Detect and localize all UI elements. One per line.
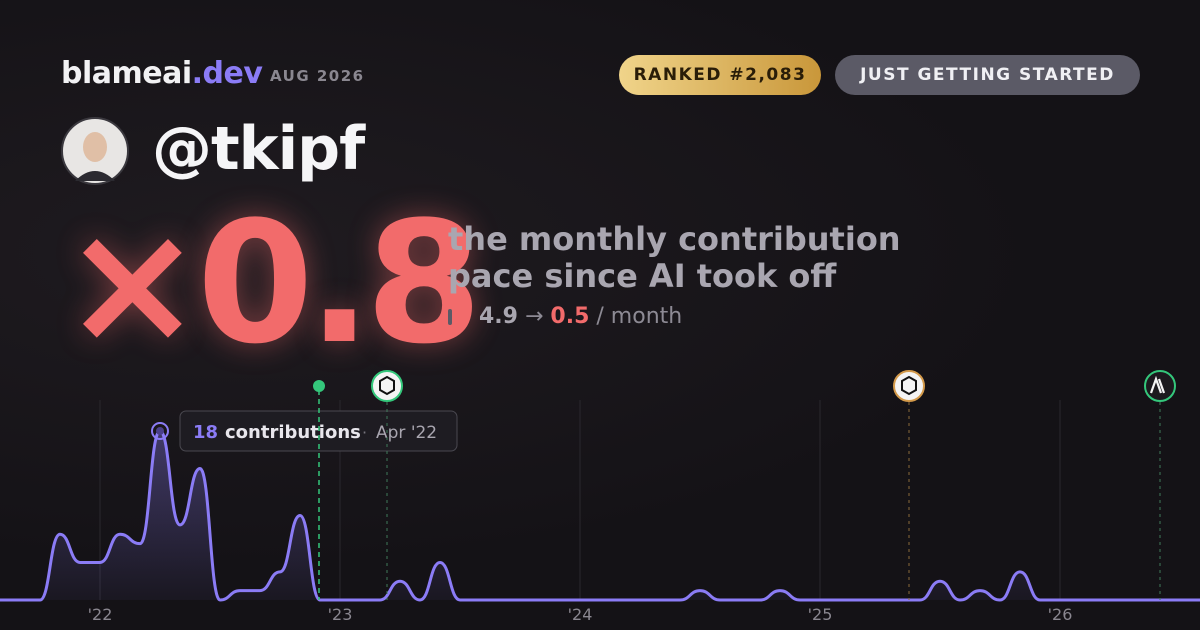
x-tick-label: '26: [1048, 605, 1073, 624]
openai-glyph: [379, 375, 395, 396]
anthropic-icon: [1144, 370, 1176, 402]
unit: / month: [596, 304, 683, 329]
tooltip-label: contributions: [225, 422, 361, 443]
pace-after: 0.5: [550, 304, 590, 329]
status-badge: JUST GETTING STARTED: [835, 55, 1140, 95]
handle: @tkipf: [152, 114, 365, 184]
brand: blameai.dev: [61, 56, 263, 91]
tooltip-separator: ·: [362, 423, 367, 442]
anthropic-glyph: [1149, 375, 1166, 394]
multiplier: ×0.8: [62, 185, 482, 381]
caption-line: pace since AI took off: [448, 257, 837, 295]
plot: '22 '23 '24 '25 '26 18 contributions · Apr '22: [0, 400, 1200, 624]
event-markers: [313, 370, 1176, 600]
openai-icon: [371, 370, 403, 402]
area: [0, 431, 1200, 600]
avatar: [61, 117, 129, 185]
caption-line: the monthly contribution: [448, 220, 901, 258]
highlight-ring: [151, 422, 169, 440]
event-dot: [313, 380, 325, 392]
x-tick-label: '24: [568, 605, 593, 624]
openai-glyph: [901, 375, 917, 396]
brand-name: blameai: [61, 56, 192, 91]
bar-icon: [448, 309, 452, 325]
arrow: →: [524, 304, 544, 329]
date: AUG 2026: [270, 67, 365, 85]
pace-line: 4.9 → 0.5 / month: [448, 304, 682, 329]
tooltip-month: Apr '22: [376, 423, 437, 443]
bar-icon: [455, 321, 461, 323]
tooltip-value: 18: [193, 422, 218, 443]
line: [0, 429, 1200, 602]
highlight-dot: [156, 427, 164, 435]
rank-badge: RANKED #2,083: [619, 55, 821, 95]
x-tick-label: '23: [328, 605, 353, 624]
openai-icon: [893, 370, 925, 402]
pace-before: 4.9: [479, 304, 518, 329]
brand-suffix: .dev: [191, 56, 263, 91]
x-tick-label: '22: [88, 605, 113, 624]
x-tick-label: '25: [808, 605, 833, 624]
